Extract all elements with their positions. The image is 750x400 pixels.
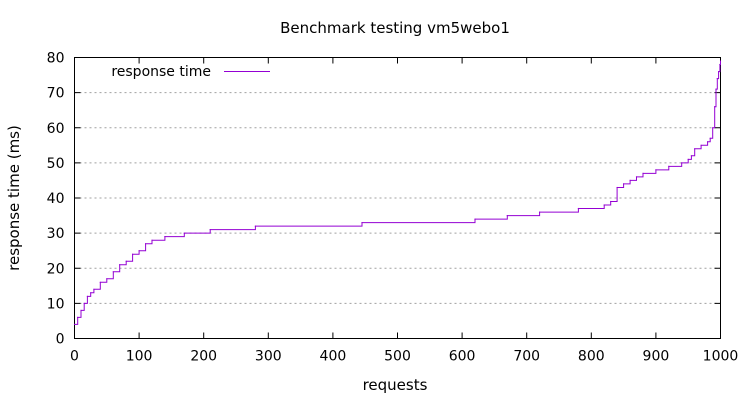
x-tick-label: 700 bbox=[513, 349, 540, 365]
data-point bbox=[714, 106, 716, 108]
x-tick-label: 300 bbox=[255, 349, 282, 365]
x-tick-label: 200 bbox=[190, 349, 217, 365]
data-point bbox=[712, 127, 714, 129]
data-point bbox=[616, 186, 618, 189]
y-tick-label: 10 bbox=[47, 296, 65, 312]
series-line-response-time bbox=[74, 61, 721, 325]
data-point bbox=[655, 169, 657, 171]
data-point bbox=[86, 295, 88, 297]
data-point bbox=[629, 179, 631, 181]
data-point bbox=[119, 264, 121, 266]
y-tick-label: 50 bbox=[47, 156, 65, 172]
data-point bbox=[99, 281, 101, 283]
data-point bbox=[132, 253, 134, 255]
y-tick-label: 60 bbox=[47, 121, 65, 137]
data-point bbox=[539, 211, 541, 213]
chart-title: Benchmark testing vm5webo1 bbox=[280, 19, 510, 37]
data-point bbox=[183, 232, 185, 234]
x-tick-label: 1000 bbox=[703, 349, 739, 365]
x-tick-label: 600 bbox=[449, 349, 476, 365]
data-point bbox=[361, 222, 363, 224]
x-tick-label: 800 bbox=[578, 349, 605, 365]
legend-label-response-time: response time bbox=[111, 64, 211, 80]
data-point bbox=[138, 250, 140, 252]
x-tick-label: 400 bbox=[320, 349, 347, 365]
data-point bbox=[709, 137, 711, 139]
x-tick-label: 900 bbox=[643, 349, 670, 365]
data-point bbox=[80, 309, 82, 311]
y-tick-label: 40 bbox=[47, 191, 65, 207]
x-axis-tick-labels: 0 100 200 300 400 500 600 700 800 900 1000 bbox=[70, 349, 738, 365]
y-axis-tick-labels: 0 10 20 30 40 50 60 70 80 bbox=[47, 51, 65, 348]
data-point bbox=[687, 158, 689, 160]
x-tick-label: 100 bbox=[126, 349, 153, 365]
x-tick-label: 500 bbox=[384, 349, 411, 365]
x-tick-label: 0 bbox=[70, 349, 79, 365]
plot-frame bbox=[74, 57, 721, 339]
y-axis-label: response time (ms) bbox=[5, 125, 23, 271]
data-point bbox=[707, 141, 709, 143]
data-point bbox=[694, 148, 696, 150]
data-point bbox=[715, 88, 717, 90]
y-tick-label: 0 bbox=[56, 332, 65, 348]
data-point bbox=[719, 63, 721, 66]
legend: response time bbox=[111, 64, 270, 80]
data-point bbox=[718, 71, 720, 73]
data-point bbox=[112, 271, 114, 273]
data-point bbox=[164, 236, 166, 238]
data-point bbox=[668, 165, 670, 167]
data-point bbox=[642, 172, 644, 174]
data-point bbox=[610, 200, 612, 203]
data-point bbox=[77, 316, 79, 318]
data-point bbox=[681, 162, 683, 164]
data-point bbox=[603, 204, 605, 206]
data-point bbox=[474, 218, 476, 220]
data-point bbox=[145, 243, 147, 245]
data-point bbox=[209, 229, 211, 231]
data-point bbox=[700, 144, 702, 146]
data-point bbox=[623, 183, 625, 185]
data-point bbox=[90, 292, 92, 294]
data-point bbox=[690, 155, 693, 157]
y-tick-label: 80 bbox=[47, 51, 65, 67]
data-point bbox=[577, 207, 580, 210]
data-point bbox=[125, 260, 127, 262]
data-point bbox=[106, 278, 108, 280]
y-tick-label: 20 bbox=[47, 261, 65, 277]
data-point bbox=[506, 215, 508, 217]
y-tick-label: 70 bbox=[47, 86, 65, 102]
x-axis-label: requests bbox=[363, 376, 428, 394]
data-point bbox=[716, 78, 718, 80]
data-point bbox=[83, 302, 85, 304]
y-tick-label: 30 bbox=[47, 226, 65, 242]
data-point bbox=[151, 239, 153, 241]
series-layer bbox=[73, 60, 722, 325]
data-point bbox=[719, 60, 722, 62]
data-point bbox=[254, 225, 256, 227]
gridlines bbox=[74, 92, 721, 304]
data-point bbox=[73, 323, 76, 325]
data-point bbox=[635, 176, 638, 178]
data-point bbox=[93, 288, 95, 290]
